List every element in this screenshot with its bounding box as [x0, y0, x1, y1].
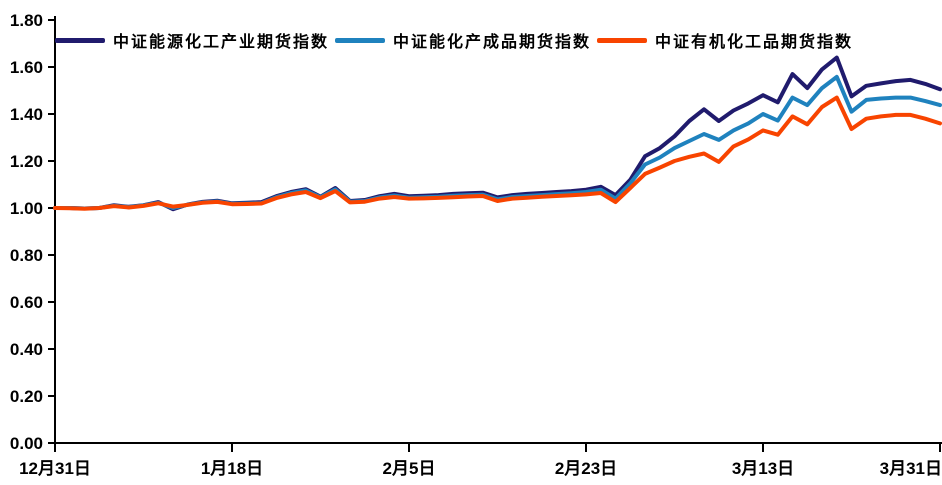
legend-item-0: 中证能源化工产业期货指数 — [55, 28, 329, 52]
y-tick-label: 1.20 — [10, 152, 43, 171]
y-tick-label: 0.80 — [10, 246, 43, 265]
x-tick-label: 2月23日 — [555, 459, 617, 478]
x-tick-label: 3月31日 — [880, 459, 942, 478]
y-tick-label: 1.80 — [10, 11, 43, 30]
legend-line-swatch — [55, 37, 105, 43]
legend-line-swatch — [335, 37, 386, 43]
x-tick-label: 12月31日 — [19, 459, 91, 478]
series-line-2 — [53, 95, 942, 211]
y-tick-label: 0.00 — [10, 434, 43, 453]
series-line-1 — [53, 74, 942, 211]
legend-label: 中证有机化工品期货指数 — [655, 34, 854, 51]
x-tick-label: 3月13日 — [732, 459, 794, 478]
x-tick-label: 2月5日 — [383, 459, 436, 478]
y-tick-label: 1.60 — [10, 58, 43, 77]
legend-item-1: 中证能化产成品期货指数 — [335, 28, 591, 52]
y-tick-label: 1.40 — [10, 105, 43, 124]
chart-legend: 中证能源化工产业期货指数 中证能化产成品期货指数 中证有机化工品期货指数 — [55, 28, 859, 52]
series-line-0 — [53, 55, 942, 212]
y-tick-label: 0.60 — [10, 293, 43, 312]
y-tick-label: 0.20 — [10, 387, 43, 406]
legend-label: 中证能源化工产业期货指数 — [113, 34, 330, 51]
legend-item-2: 中证有机化工品期货指数 — [597, 28, 853, 52]
x-tick-label: 1月18日 — [201, 459, 263, 478]
legend-label: 中证能化产成品期货指数 — [393, 34, 592, 51]
legend-line-swatch — [597, 37, 648, 43]
y-tick-label: 0.40 — [10, 340, 43, 359]
y-tick-label: 1.00 — [10, 199, 43, 218]
